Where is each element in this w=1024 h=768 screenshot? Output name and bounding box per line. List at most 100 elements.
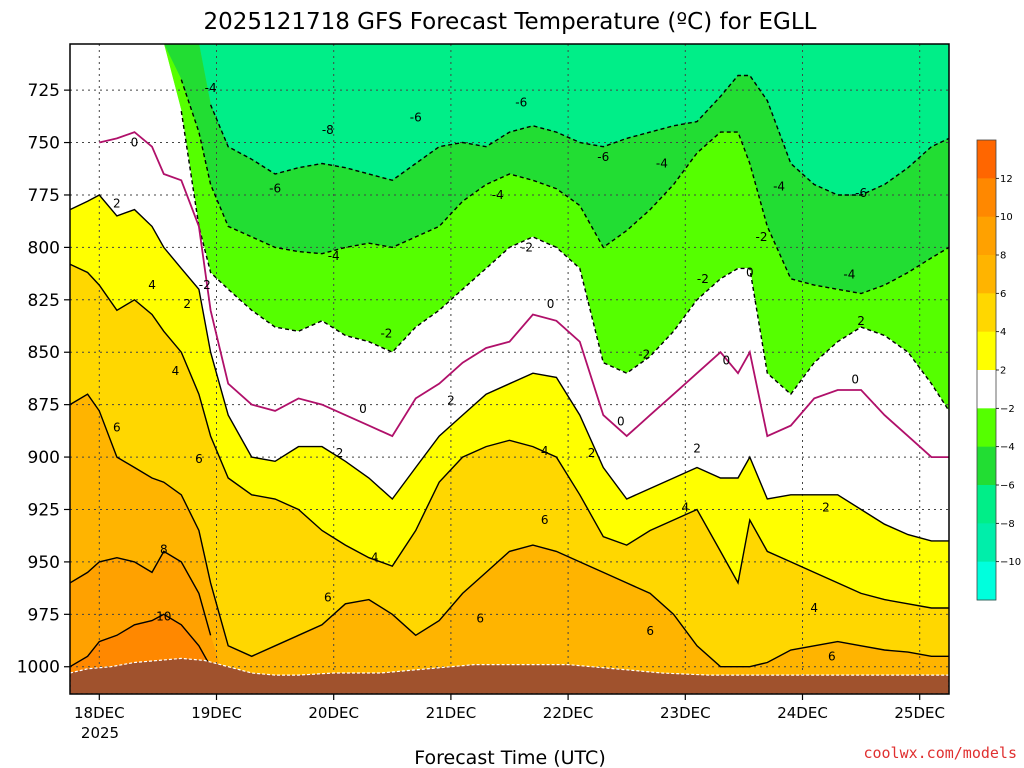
colorbar-tick-label: 6 — [1000, 289, 1006, 300]
contour-label: -8 — [322, 123, 334, 137]
contour-label: 0 — [851, 372, 859, 386]
temperature-fill-bands — [70, 44, 949, 694]
colorbar-band — [977, 140, 996, 179]
y-tick-label: 825 — [28, 291, 60, 311]
colorbar: 12 10 8 6 4 2 −2 −4 −6 −8 −10 — [976, 139, 1021, 601]
x-tick-label: 22DEC — [543, 704, 594, 722]
y-tick-label: 925 — [28, 500, 60, 520]
x-tick-label: 24DEC — [777, 704, 828, 722]
contour-label: 6 — [541, 513, 549, 527]
isotherm--2 — [180, 110, 949, 412]
contour-label: -2 — [755, 230, 767, 244]
contour-label: 6 — [476, 612, 484, 626]
colorbar-tick-label: 4 — [1000, 327, 1006, 338]
y-tick-label: 1000 — [17, 658, 60, 678]
colorbar-band — [977, 561, 996, 601]
colorbar-tick-label: 2 — [1000, 366, 1006, 377]
contour-label: -2 — [521, 240, 533, 254]
contour-label: -4 — [656, 157, 668, 171]
contour-label: -4 — [328, 249, 340, 263]
contour-label: 6 — [195, 452, 203, 466]
x-tick-label: 25DEC — [894, 704, 945, 722]
contour-label: 0 — [359, 402, 367, 416]
contour-label: 6 — [646, 624, 654, 638]
contour-label: 4 — [541, 444, 549, 458]
y-tick-label: 750 — [28, 134, 60, 154]
y-tick-label: 800 — [28, 238, 60, 258]
isotherm-4 — [70, 263, 949, 609]
contour-label: 2 — [447, 393, 455, 407]
colorbar-tick-label: 12 — [1000, 174, 1013, 185]
plot-area: -4 -8 -6 -6 -6 -4 -6 -4 -4 -6 -4 -2 -2 -2 -2 0 -4 -2 2 -2 0 0… — [70, 44, 949, 694]
contour-label: 6 — [324, 591, 332, 605]
contour-label: 8 — [160, 542, 168, 556]
colorbar-band — [977, 523, 996, 563]
y-tick-label: 950 — [28, 553, 60, 573]
contour-label: 2 — [113, 196, 121, 210]
colorbar-band — [977, 485, 996, 524]
colorbar-tick-label: −8 — [1000, 519, 1015, 530]
y-tick-label: 900 — [28, 448, 60, 468]
x-tick-label: 21DEC — [426, 704, 477, 722]
x-axis-label: Forecast Time (UTC) — [414, 747, 605, 768]
x-tick-label: 20DEC — [308, 704, 359, 722]
contour-label: -2 — [638, 347, 650, 361]
ground-surface — [70, 657, 949, 694]
colorbar-tick-label: −10 — [1000, 557, 1021, 568]
colorbar-band — [977, 255, 996, 294]
contour-label: 0 — [617, 414, 625, 428]
contour-label: 0 — [746, 266, 754, 280]
contour-label: 0 — [547, 297, 555, 311]
isotherm-0 — [99, 131, 949, 458]
contour-label: -2 — [380, 326, 392, 340]
colorbar-tick-label: −4 — [1000, 442, 1015, 453]
contour-labels: -4 -8 -6 -6 -6 -4 -6 -4 -4 -6 -4 -2 -2 -2 -2 0 -4 -2 2 -2 0 0… — [113, 81, 867, 663]
contour-label: 4 — [681, 500, 689, 514]
colorbar-band — [977, 331, 996, 371]
contour-label: 2 — [693, 442, 701, 456]
grid-lines — [70, 44, 949, 694]
colorbar-band — [977, 216, 996, 256]
colorbar-band — [977, 370, 996, 409]
colorbar-band — [977, 446, 996, 486]
contour-label: -6 — [855, 186, 867, 200]
contour-label: 4 — [148, 278, 156, 292]
contour-label: -2 — [199, 278, 211, 292]
y-tick-label: 725 — [28, 81, 60, 101]
plot-frame — [69, 43, 950, 695]
contour-label: 10 — [156, 609, 171, 623]
contour-label: 2 — [336, 446, 344, 460]
y-axis-ticks: 725 750 775 800 825 850 875 900 925 950 975 1000 — [17, 81, 70, 678]
y-tick-label: 975 — [28, 605, 60, 625]
contour-label: 2 — [822, 500, 830, 514]
contour-label: 2 — [183, 297, 191, 311]
contour-label: 0 — [722, 354, 730, 368]
colorbar-tick-label: −6 — [1000, 481, 1015, 492]
contour-label: -6 — [269, 182, 281, 196]
contour-label: -4 — [843, 268, 855, 282]
contour-label: -2 — [697, 272, 709, 286]
contour-label: 0 — [131, 136, 139, 150]
colorbar-tick-label: 8 — [1000, 251, 1006, 262]
isotherm-8 — [70, 550, 212, 636]
colorbar-band — [977, 178, 996, 218]
credit-text: coolwx.com/models — [863, 744, 1017, 762]
colorbar-band — [977, 408, 996, 448]
isotherm-10 — [70, 613, 212, 668]
contour-label: -6 — [410, 110, 422, 124]
contour-label: -6 — [515, 96, 527, 110]
x-axis-ticks: 18DEC 19DEC 20DEC 21DEC 22DEC 23DEC 24DEC 25DEC — [74, 694, 945, 722]
colorbar-tick-label: −2 — [1000, 404, 1015, 415]
ground-terrain — [70, 657, 949, 694]
contour-label: -4 — [492, 188, 504, 202]
contour-label: 2 — [588, 446, 596, 460]
isotherm--4 — [180, 79, 949, 295]
colorbar-band — [977, 293, 996, 333]
contour-label: -4 — [205, 81, 217, 95]
contour-label: -4 — [773, 180, 785, 194]
y-tick-label: 850 — [28, 343, 60, 363]
contour-label: 6 — [113, 421, 121, 435]
contour-label: 4 — [810, 601, 818, 615]
contour-label: 4 — [172, 364, 180, 378]
